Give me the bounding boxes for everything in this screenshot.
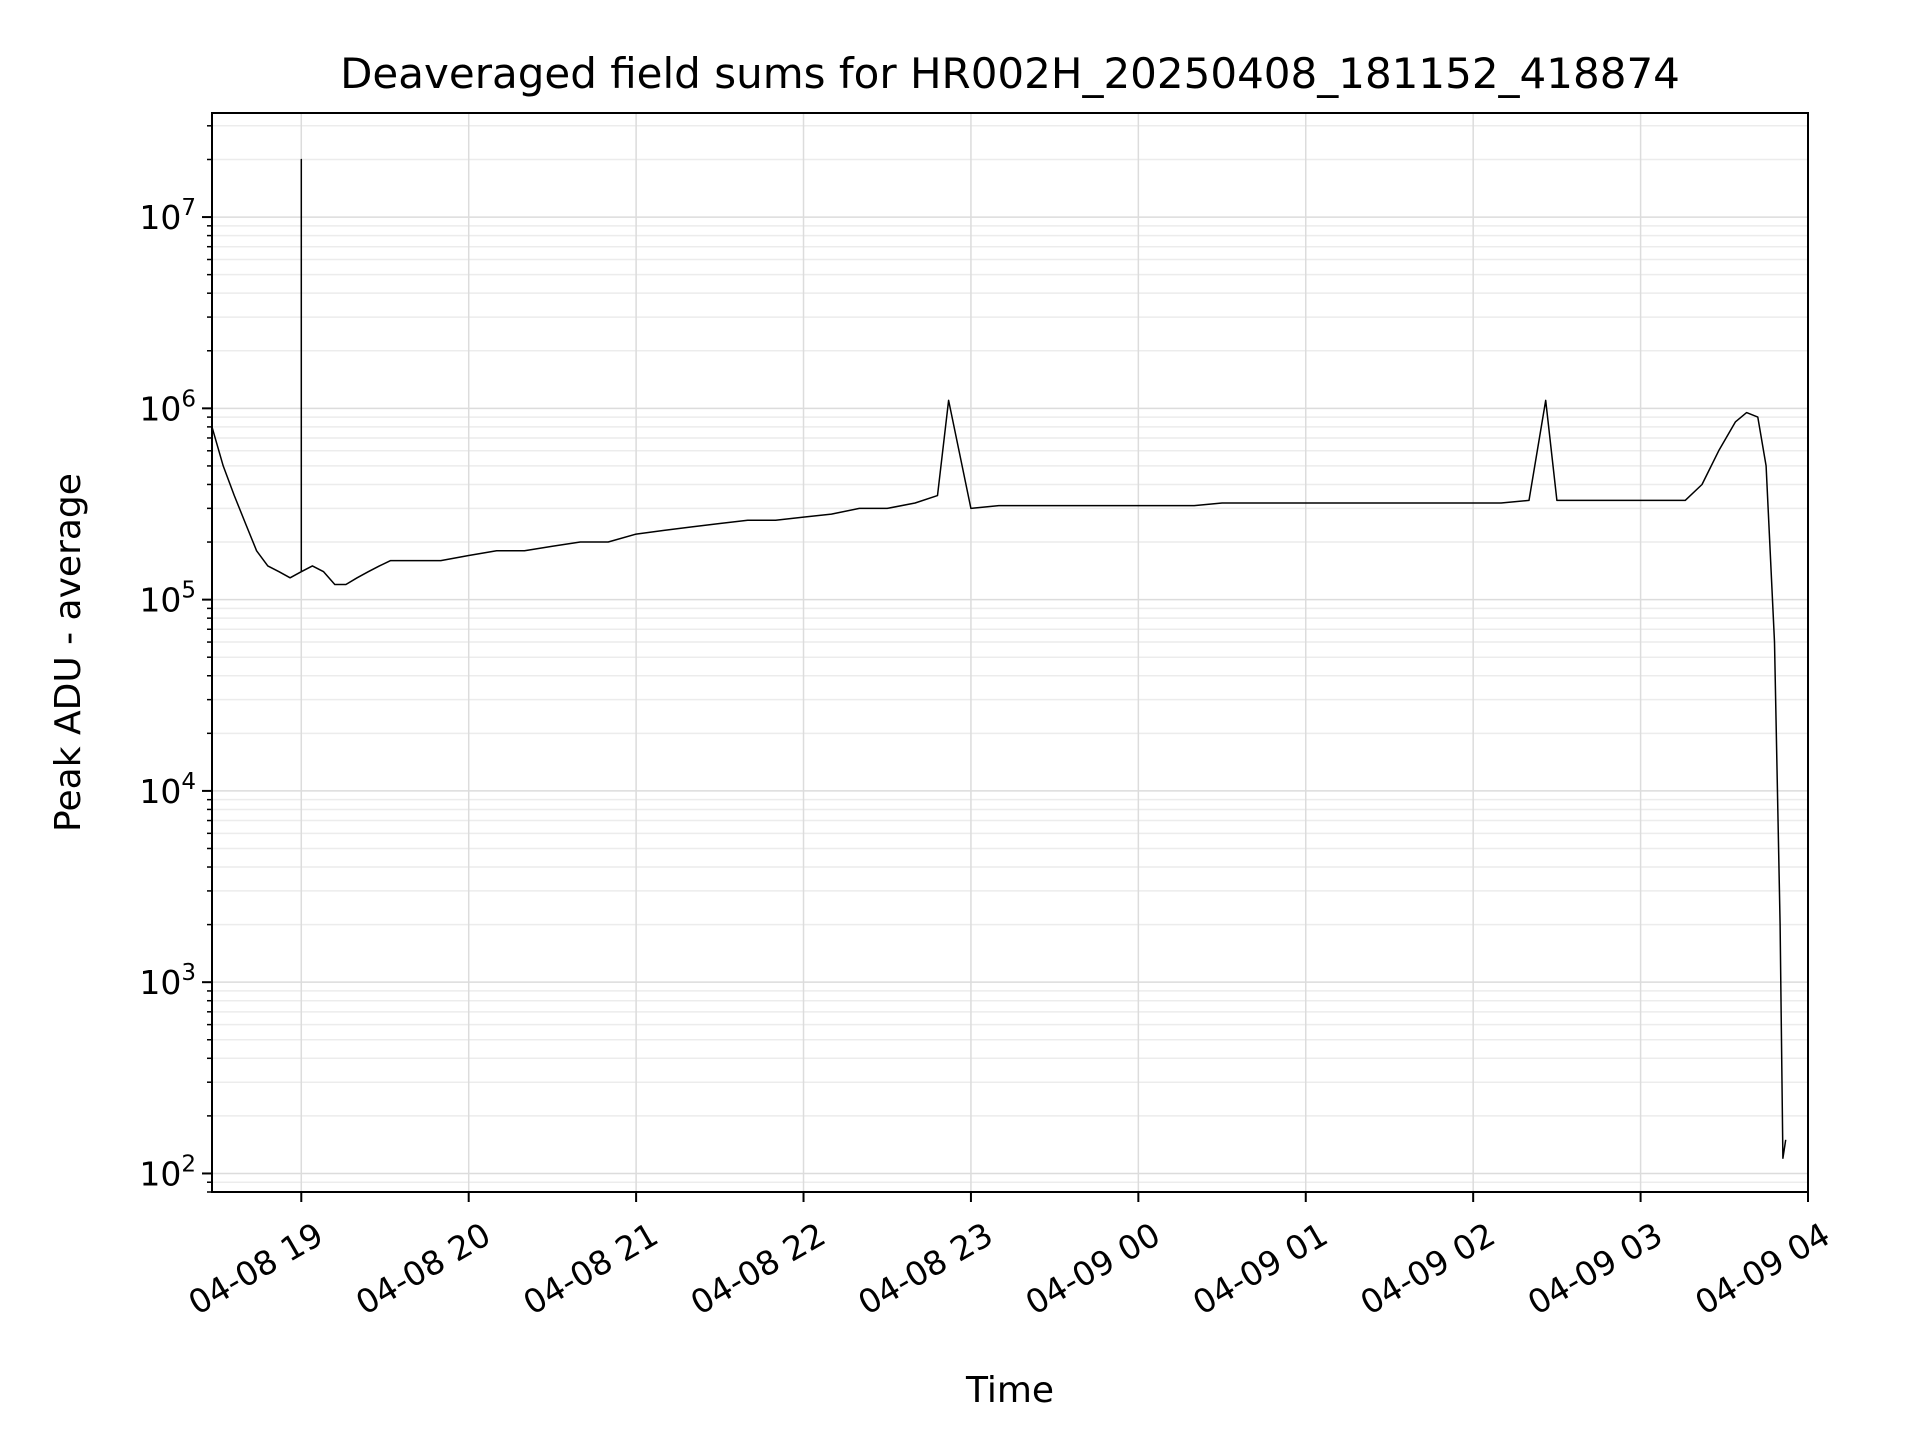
y-tick-label: 105 [139, 578, 196, 620]
series-layer [211, 158, 1787, 1160]
plot-frame [211, 112, 1809, 1193]
y-tick-label: 107 [139, 195, 196, 237]
x-axis-label: Time [965, 1370, 1054, 1411]
y-tick-label: 106 [139, 386, 196, 428]
y-tick-label: 102 [139, 1151, 196, 1193]
y-axis-label: Peak ADU - average [48, 473, 89, 832]
grid-major [212, 113, 1809, 1192]
chart-title: Deaveraged field sums for HR002H_2025040… [340, 49, 1680, 98]
series-line [211, 158, 1787, 1160]
grid-minor [212, 125, 1808, 1193]
y-axis: 102 103 104 105 106 107 [139, 125, 212, 1193]
y-tick-label: 104 [139, 769, 196, 811]
y-tick-label: 103 [139, 960, 196, 1002]
